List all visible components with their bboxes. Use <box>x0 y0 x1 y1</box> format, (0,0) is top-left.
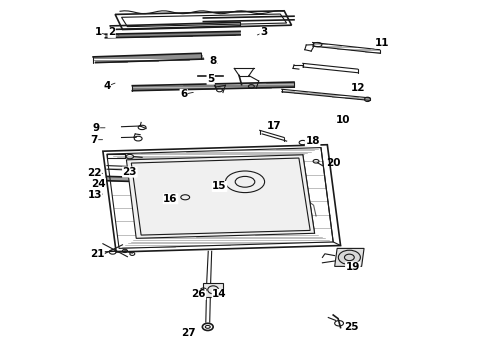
Text: 9: 9 <box>93 123 99 133</box>
Text: 12: 12 <box>350 83 365 93</box>
Text: 26: 26 <box>191 289 206 300</box>
Text: 23: 23 <box>122 167 137 177</box>
Text: 5: 5 <box>207 74 214 84</box>
Text: 27: 27 <box>181 328 196 338</box>
Text: 22: 22 <box>87 168 101 178</box>
Text: 2: 2 <box>108 27 115 37</box>
Text: 16: 16 <box>163 194 178 204</box>
Text: 6: 6 <box>180 89 187 99</box>
Text: 8: 8 <box>210 56 217 66</box>
Text: 20: 20 <box>326 158 341 168</box>
Text: 15: 15 <box>212 181 227 192</box>
Text: 7: 7 <box>90 135 98 145</box>
Text: 25: 25 <box>344 322 359 332</box>
Text: 24: 24 <box>91 179 105 189</box>
Polygon shape <box>335 248 364 266</box>
Text: 3: 3 <box>260 27 267 37</box>
Text: 18: 18 <box>305 136 320 146</box>
Ellipse shape <box>338 250 360 265</box>
Text: 14: 14 <box>212 289 227 300</box>
Text: 13: 13 <box>87 190 102 200</box>
Text: 11: 11 <box>375 38 390 48</box>
Text: 4: 4 <box>103 81 111 91</box>
Text: 19: 19 <box>345 262 360 272</box>
Text: 10: 10 <box>336 114 350 125</box>
Polygon shape <box>126 155 315 238</box>
Text: 17: 17 <box>267 121 282 131</box>
Text: 1: 1 <box>95 27 101 37</box>
Polygon shape <box>203 283 223 297</box>
Text: 21: 21 <box>90 249 104 259</box>
